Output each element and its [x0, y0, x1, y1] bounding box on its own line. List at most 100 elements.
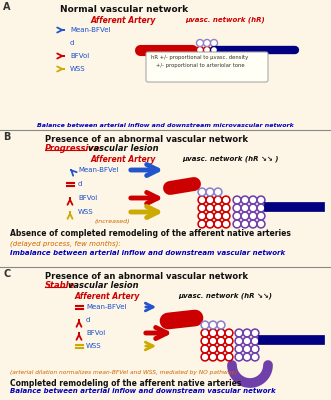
Circle shape [243, 337, 251, 345]
Circle shape [217, 321, 225, 329]
Circle shape [209, 353, 217, 361]
Text: Progressive: Progressive [45, 144, 101, 153]
Text: +/- proportional to arteriolar tone: +/- proportional to arteriolar tone [151, 63, 245, 68]
Circle shape [235, 214, 239, 218]
Text: μvasc. network (hR): μvasc. network (hR) [185, 16, 265, 23]
Circle shape [243, 345, 251, 353]
Circle shape [209, 329, 217, 337]
Circle shape [204, 40, 211, 46]
Circle shape [222, 220, 230, 228]
Circle shape [253, 330, 258, 335]
Circle shape [215, 222, 220, 226]
Circle shape [251, 198, 256, 202]
Circle shape [206, 196, 214, 204]
Circle shape [218, 346, 223, 351]
Circle shape [198, 220, 206, 228]
Text: Mean-BFVel: Mean-BFVel [86, 304, 126, 310]
Circle shape [200, 214, 205, 218]
Circle shape [245, 354, 249, 359]
Circle shape [243, 353, 251, 361]
Text: (delayed process, few months):: (delayed process, few months): [10, 240, 121, 247]
Circle shape [198, 41, 202, 45]
Circle shape [233, 204, 241, 212]
Circle shape [259, 206, 263, 210]
Circle shape [206, 188, 214, 196]
Text: Absence of completed remodeling of the afferent native arteries: Absence of completed remodeling of the a… [10, 229, 291, 238]
Circle shape [227, 330, 231, 335]
Circle shape [257, 196, 265, 204]
Text: Presence of an abnormal vascular network: Presence of an abnormal vascular network [45, 272, 248, 281]
Circle shape [251, 329, 259, 337]
Circle shape [214, 204, 222, 212]
Circle shape [235, 345, 243, 353]
Circle shape [235, 329, 243, 337]
Circle shape [235, 337, 243, 345]
Circle shape [259, 222, 263, 226]
Text: (increased): (increased) [95, 219, 131, 224]
Circle shape [204, 54, 211, 60]
Circle shape [211, 54, 217, 60]
Circle shape [206, 212, 214, 220]
Text: Mean-BFVel: Mean-BFVel [78, 167, 118, 173]
Circle shape [198, 188, 206, 196]
Text: Balance between arterial inflow and downstream microvascular network: Balance between arterial inflow and down… [37, 123, 293, 128]
Circle shape [208, 206, 213, 210]
Circle shape [203, 322, 208, 327]
Circle shape [251, 214, 256, 218]
Text: WSS: WSS [78, 209, 94, 215]
Circle shape [225, 345, 233, 353]
Circle shape [200, 222, 205, 226]
Circle shape [224, 214, 228, 218]
Circle shape [251, 353, 259, 361]
Text: d: d [86, 317, 90, 323]
Circle shape [211, 46, 217, 54]
Text: A: A [3, 2, 11, 12]
Text: BFVol: BFVol [86, 330, 105, 336]
Circle shape [233, 196, 241, 204]
Circle shape [249, 196, 257, 204]
Circle shape [218, 322, 223, 327]
Circle shape [227, 354, 231, 359]
Circle shape [211, 354, 215, 359]
Circle shape [217, 345, 225, 353]
Circle shape [253, 354, 258, 359]
Text: Imbalance between arterial inflow and downstream vascular network: Imbalance between arterial inflow and do… [10, 250, 285, 256]
Circle shape [211, 322, 215, 327]
Circle shape [203, 330, 208, 335]
Circle shape [249, 220, 257, 228]
Circle shape [203, 354, 208, 359]
Circle shape [201, 345, 209, 353]
Circle shape [235, 353, 243, 361]
Circle shape [204, 46, 211, 54]
Circle shape [251, 337, 259, 345]
Circle shape [225, 353, 233, 361]
Circle shape [243, 214, 247, 218]
Circle shape [241, 196, 249, 204]
Circle shape [208, 214, 213, 218]
Text: Balance between arterial inflow and downstream vascular network: Balance between arterial inflow and down… [10, 388, 276, 394]
Circle shape [212, 48, 216, 52]
Circle shape [209, 345, 217, 353]
Text: Afferent Artery: Afferent Artery [90, 16, 155, 25]
Circle shape [249, 212, 257, 220]
Circle shape [208, 222, 213, 226]
Circle shape [235, 198, 239, 202]
Circle shape [245, 330, 249, 335]
Circle shape [211, 40, 217, 46]
Circle shape [198, 55, 202, 59]
Circle shape [245, 346, 249, 351]
Text: μvasc. network (hR ↘↘): μvasc. network (hR ↘↘) [178, 292, 272, 299]
Text: (arterial dilation normalizes mean-BFVel and WSS, mediated by NO pathway): (arterial dilation normalizes mean-BFVel… [10, 370, 237, 375]
Circle shape [201, 337, 209, 345]
Circle shape [215, 206, 220, 210]
Text: Stable: Stable [45, 281, 75, 290]
Circle shape [222, 196, 230, 204]
Circle shape [211, 330, 215, 335]
Circle shape [206, 204, 214, 212]
Circle shape [208, 198, 213, 202]
Circle shape [200, 206, 205, 210]
Circle shape [214, 220, 222, 228]
Circle shape [237, 346, 241, 351]
Circle shape [224, 222, 228, 226]
Circle shape [251, 206, 256, 210]
